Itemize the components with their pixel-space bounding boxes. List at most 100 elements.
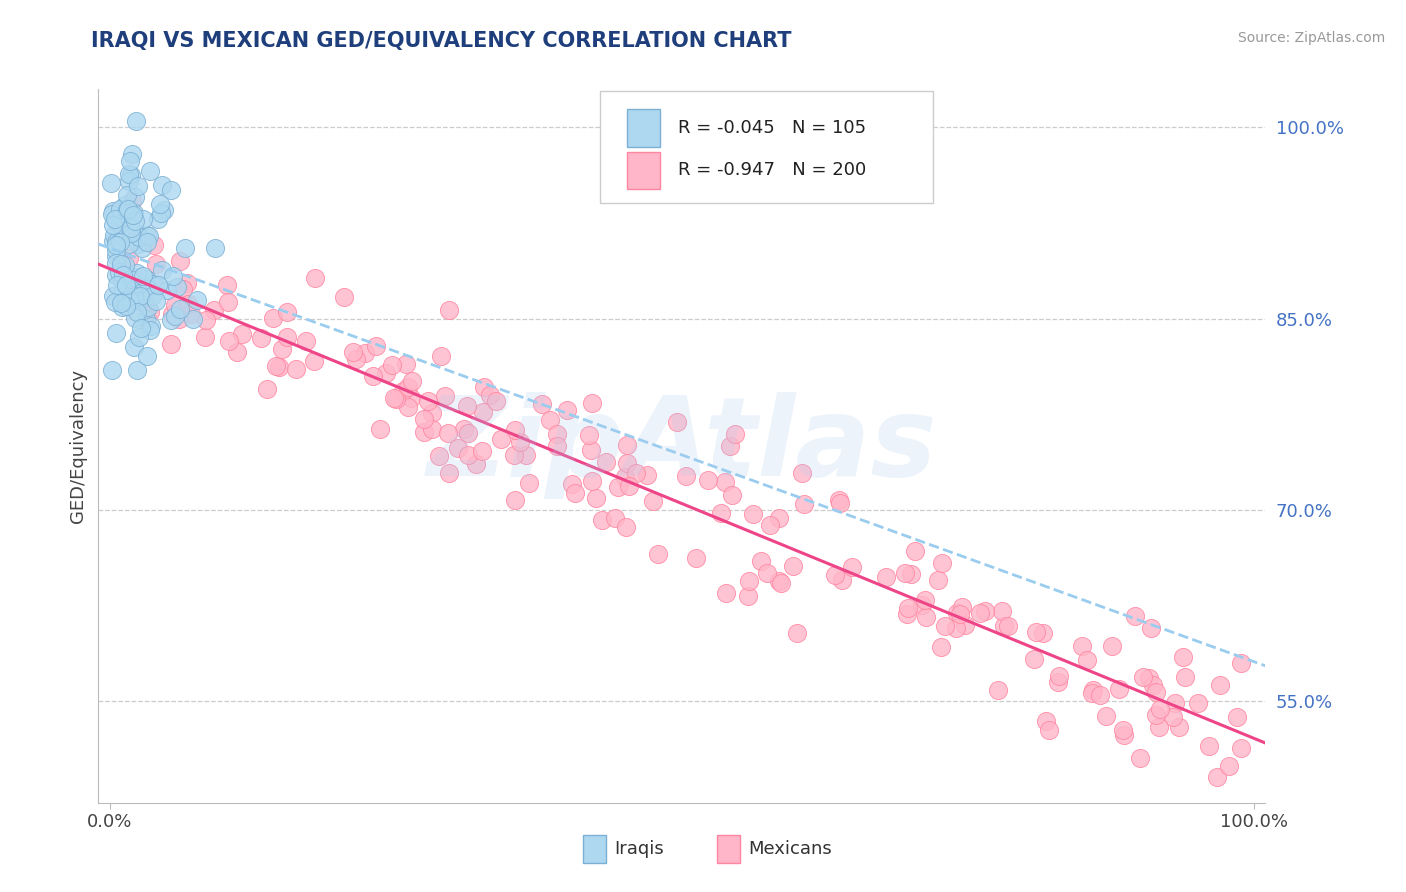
Text: Mexicans: Mexicans [748,840,832,858]
Point [146,277,169,292]
Point [737,589,759,603]
Point [120,220,142,235]
Point [139,164,162,178]
Point [948,607,970,622]
Point [897,600,920,615]
Point [215,278,238,293]
Point [714,475,737,489]
Y-axis label: GED/Equivalency: GED/Equivalency [69,369,87,523]
Point [564,486,586,500]
Point [111,268,134,282]
Point [114,258,136,272]
Point [427,449,450,463]
Point [1049,669,1071,683]
Point [1137,672,1160,686]
Point [101,207,124,221]
Point [1205,770,1227,784]
Point [162,268,184,283]
Point [616,456,638,470]
Point [136,282,159,296]
Point [894,566,917,580]
Point [129,320,152,334]
Point [160,313,183,327]
Point [472,405,495,419]
Point [122,340,145,354]
Point [384,392,406,406]
Point [953,618,976,632]
Point [136,235,159,250]
Point [128,281,150,295]
Point [831,573,853,587]
Point [332,289,354,303]
Point [118,174,141,188]
Point [489,432,512,446]
Point [546,439,568,453]
Point [724,427,747,442]
Point [262,311,284,326]
Point [180,307,202,321]
Point [720,488,742,502]
Point [710,506,733,520]
Point [271,342,294,356]
Point [285,362,308,376]
Point [1229,656,1251,670]
Point [769,576,792,591]
Point [422,422,444,436]
Point [945,621,967,635]
Point [202,302,225,317]
Point [125,266,148,280]
Point [381,358,404,372]
Point [295,334,318,348]
Point [104,295,127,310]
Point [160,183,183,197]
Point [124,114,146,128]
Point [697,473,720,487]
Point [1070,639,1092,653]
Point [105,249,128,263]
Point [344,351,367,366]
Point [110,257,132,271]
Point [114,198,136,212]
Point [471,443,494,458]
Point [145,257,167,271]
Point [997,619,1019,633]
Bar [627,110,659,146]
Point [429,350,451,364]
Point [505,423,527,437]
Point [127,236,149,251]
Point [759,518,782,533]
Point [636,467,658,482]
Point [416,393,439,408]
Point [502,448,524,462]
Point [153,202,176,217]
Point [225,344,247,359]
Point [391,384,413,398]
Point [121,194,143,209]
Point [1226,710,1249,724]
Point [169,254,191,268]
Point [101,218,124,232]
Point [412,425,434,439]
Point [118,251,141,265]
Point [1032,626,1054,640]
Point [111,274,134,288]
Point [614,520,637,534]
Point [150,178,173,193]
Point [117,202,139,216]
Point [439,302,461,317]
Point [1144,708,1167,723]
Point [131,241,153,255]
Point [914,593,936,607]
Point [828,496,851,510]
Point [118,167,141,181]
Point [101,362,124,376]
Point [756,566,779,581]
Point [370,422,392,436]
Point [128,229,150,244]
Point [666,415,689,429]
Point [364,338,387,352]
Point [141,289,163,303]
Point [124,289,146,303]
Point [616,438,638,452]
Point [118,208,141,222]
